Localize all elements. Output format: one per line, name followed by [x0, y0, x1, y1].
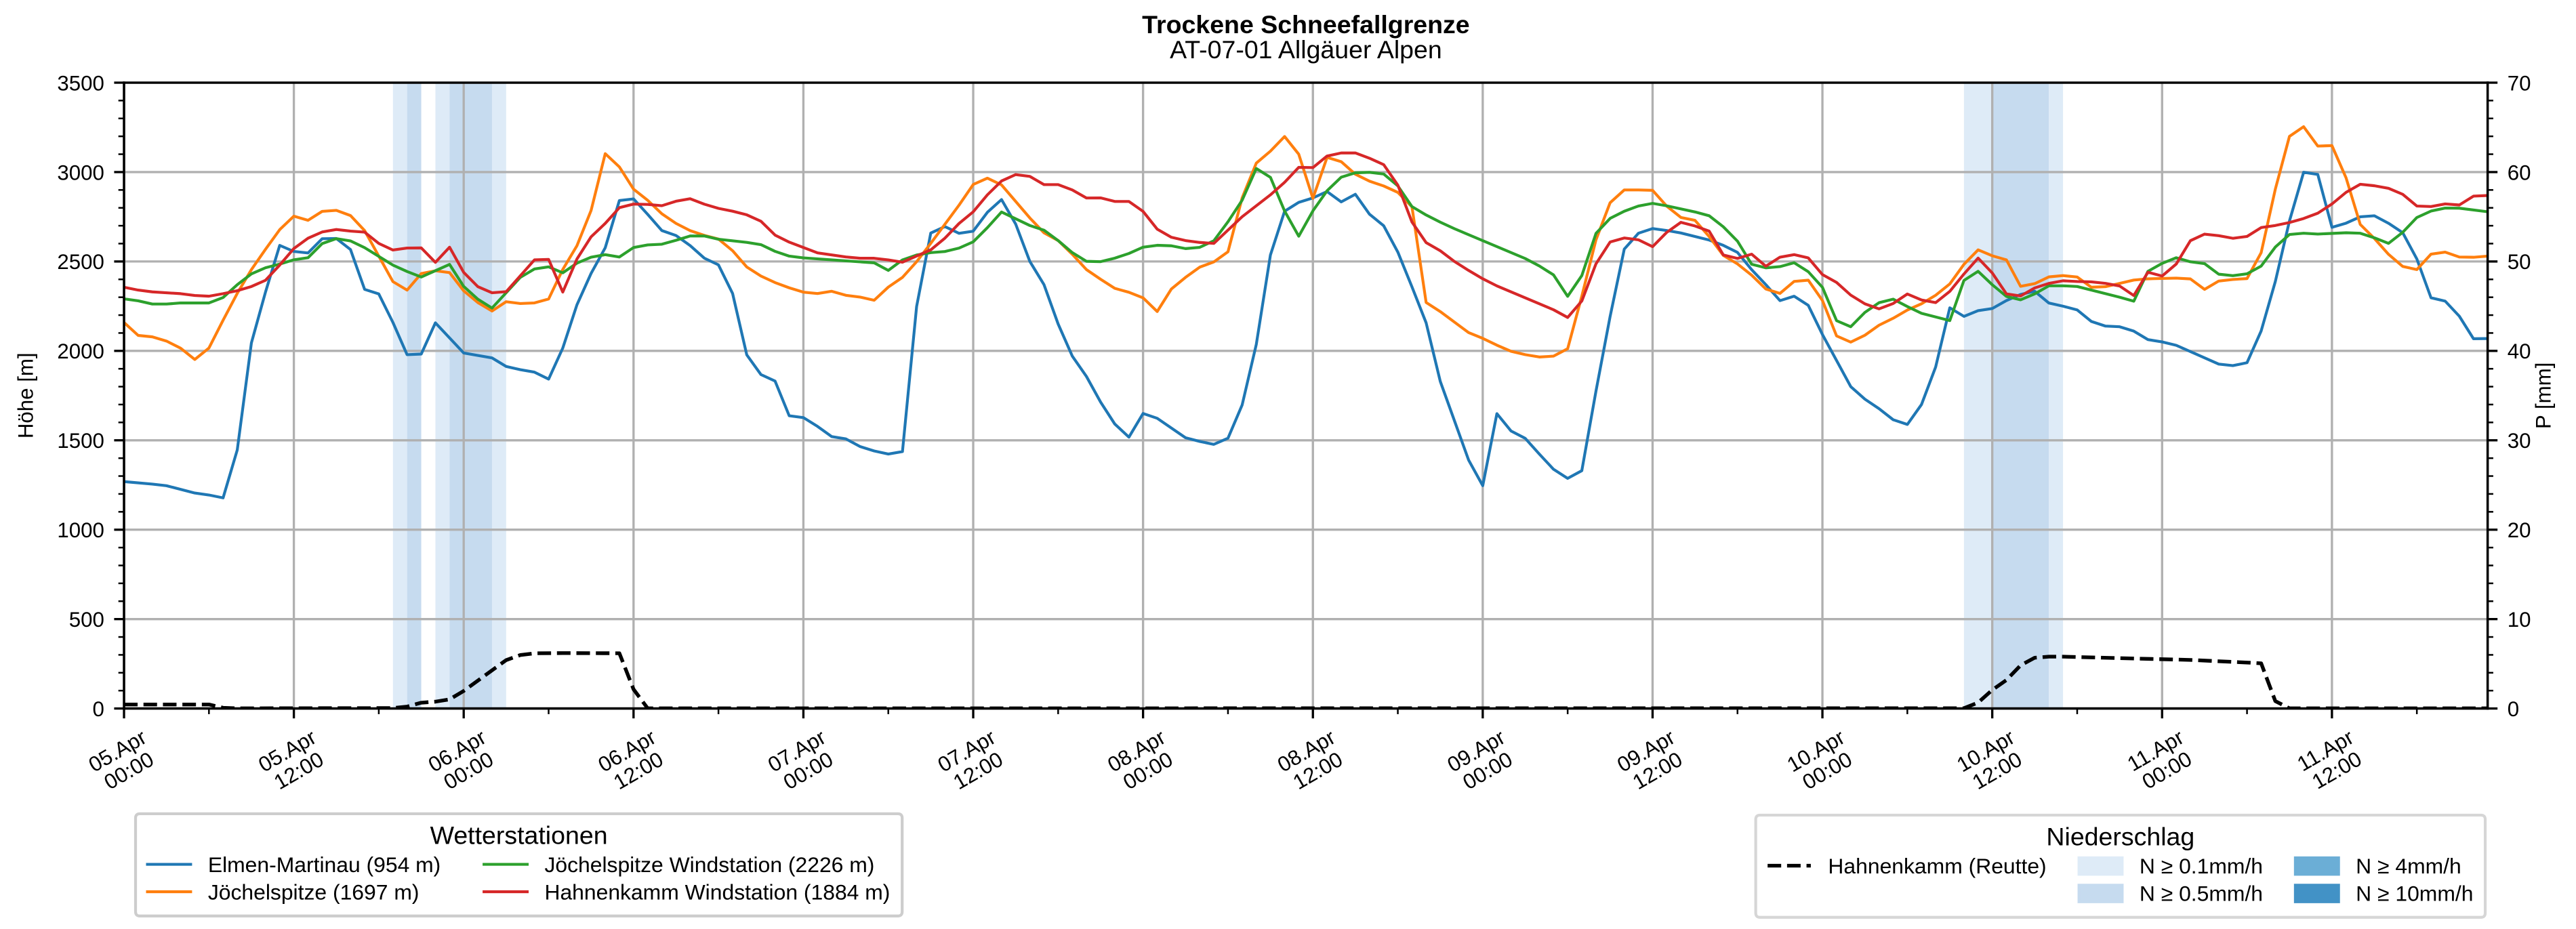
svg-text:30: 30: [2508, 429, 2531, 453]
svg-text:Jöchelspitze Windstation (2226: Jöchelspitze Windstation (2226 m): [544, 852, 874, 877]
svg-text:3000: 3000: [57, 161, 104, 184]
svg-text:AT-07-01 Allgäuer Alpen: AT-07-01 Allgäuer Alpen: [1170, 35, 1442, 64]
svg-text:0: 0: [92, 697, 104, 721]
svg-text:2500: 2500: [57, 250, 104, 274]
svg-text:60: 60: [2508, 161, 2531, 184]
svg-text:Wetterstationen: Wetterstationen: [430, 821, 608, 850]
svg-text:N ≥ 0.1mm/h: N ≥ 0.1mm/h: [2140, 854, 2263, 878]
svg-text:Trockene Schneefallgrenze: Trockene Schneefallgrenze: [1142, 10, 1470, 39]
svg-text:0: 0: [2508, 697, 2519, 721]
svg-text:N ≥ 10mm/h: N ≥ 10mm/h: [2356, 882, 2473, 906]
svg-text:Elmen-Martinau (954 m): Elmen-Martinau (954 m): [208, 852, 441, 877]
svg-text:2000: 2000: [57, 339, 104, 363]
svg-text:Niederschlag: Niederschlag: [2046, 823, 2194, 851]
svg-text:Jöchelspitze (1697 m): Jöchelspitze (1697 m): [208, 880, 420, 905]
svg-text:1500: 1500: [57, 429, 104, 453]
svg-text:3500: 3500: [57, 71, 104, 95]
svg-text:Hahnenkamm (Reutte): Hahnenkamm (Reutte): [1828, 854, 2046, 878]
svg-text:500: 500: [69, 608, 104, 632]
svg-text:P [mm]: P [mm]: [2531, 363, 2555, 429]
svg-text:40: 40: [2508, 339, 2531, 363]
svg-text:20: 20: [2508, 518, 2531, 542]
svg-text:Höhe [m]: Höhe [m]: [14, 352, 38, 438]
svg-text:1000: 1000: [57, 518, 104, 542]
svg-text:N ≥ 4mm/h: N ≥ 4mm/h: [2356, 854, 2461, 878]
svg-text:10: 10: [2508, 608, 2531, 632]
svg-text:N ≥ 0.5mm/h: N ≥ 0.5mm/h: [2140, 882, 2263, 906]
svg-text:Hahnenkamm Windstation (1884 m: Hahnenkamm Windstation (1884 m): [544, 880, 890, 905]
svg-text:70: 70: [2508, 71, 2531, 95]
svg-text:50: 50: [2508, 250, 2531, 274]
